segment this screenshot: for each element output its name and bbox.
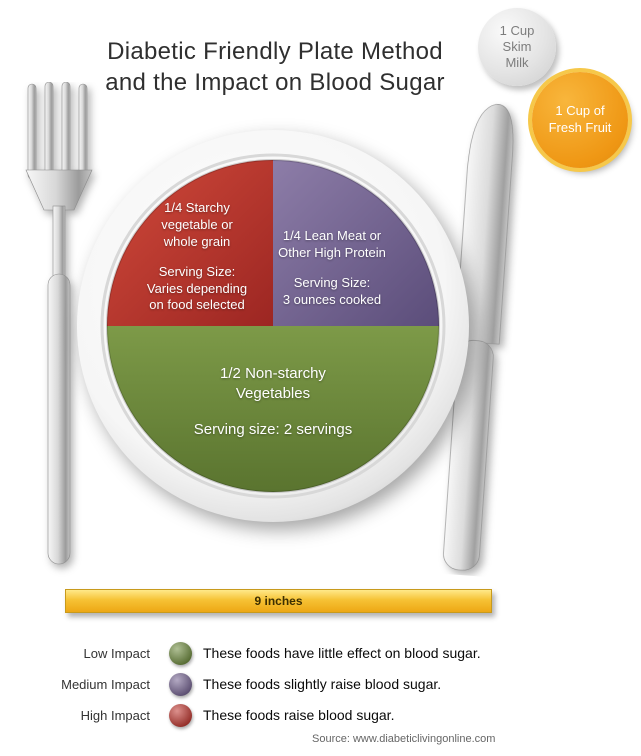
starchy-name: 1/4 Starchy vegetable or whole grain <box>161 200 233 249</box>
plate-section-protein-label: 1/4 Lean Meat or Other High Protein Serv… <box>262 228 402 309</box>
legend-label-medium: Medium Impact <box>61 676 150 692</box>
high-impact-dot-icon <box>169 703 192 727</box>
plate: 1/4 Starchy vegetable or whole grain Ser… <box>75 128 471 524</box>
fresh-fruit-label: 1 Cup of Fresh Fruit <box>548 103 612 135</box>
skim-milk-circle: 1 Cup Skim Milk <box>478 8 556 86</box>
plate-section-starchy <box>107 160 273 326</box>
legend-row-medium-impact: Medium Impact These foods slightly raise… <box>40 671 600 697</box>
fork-icon <box>25 82 93 565</box>
protein-serving: Serving Size: 3 ounces cooked <box>282 274 382 307</box>
medium-impact-dot-icon <box>169 672 192 696</box>
ruler-label: 9 inches <box>254 594 303 608</box>
legend-text-low: These foods have little effect on blood … <box>203 645 481 661</box>
protein-name: 1/4 Lean Meat or Other High Protein <box>278 228 386 260</box>
starchy-serving: Serving Size: Varies depending on food s… <box>146 263 248 313</box>
legend-label-low: Low Impact <box>83 645 150 661</box>
knife-icon <box>443 104 514 571</box>
fresh-fruit-circle: 1 Cup of Fresh Fruit <box>532 72 628 168</box>
page-title: Diabetic Friendly Plate Method and the I… <box>105 38 445 97</box>
legend-text-high: These foods raise blood sugar. <box>203 707 395 723</box>
skim-milk-label: 1 Cup Skim Milk <box>499 22 535 71</box>
legend-label-high: High Impact <box>80 707 150 723</box>
plate-size-ruler: 9 inches <box>65 589 492 613</box>
plate-section-starchy-label: 1/4 Starchy vegetable or whole grain Ser… <box>127 200 267 314</box>
legend-row-low-impact: Low Impact These foods have little effec… <box>40 640 600 666</box>
legend-row-high-impact: High Impact These foods raise blood suga… <box>40 702 600 728</box>
vegetables-serving: Serving size: 2 servings <box>193 421 353 438</box>
legend-text-medium: These foods slightly raise blood sugar. <box>203 676 442 692</box>
plate-section-vegetables <box>107 326 439 492</box>
low-impact-dot-icon <box>169 641 192 665</box>
source-credit: Source: www.diabeticlivingonline.com <box>312 733 496 745</box>
plate-section-vegetables-label: 1/2 Non-starchy Vegetables Serving size:… <box>162 364 384 440</box>
vegetables-name: 1/2 Non-starchy Vegetables <box>220 365 326 402</box>
plate-section-protein <box>273 160 439 326</box>
